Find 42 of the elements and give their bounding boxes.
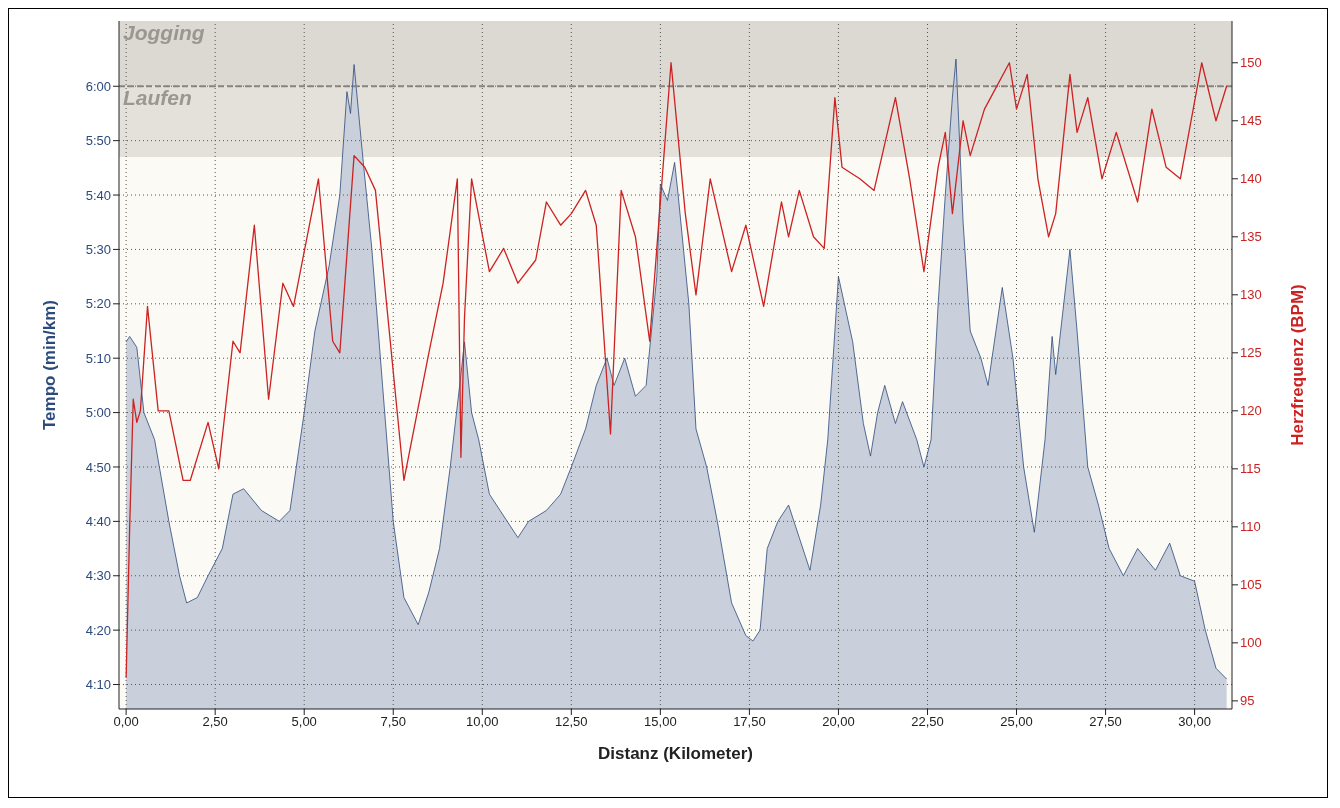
y-tick-label: 4:40	[85, 513, 111, 529]
y2-tick-label: 95	[1240, 693, 1255, 709]
y2-tick-label: 145	[1240, 113, 1262, 129]
y-tick-label: 5:40	[85, 187, 111, 203]
y2-tick-label: 110	[1240, 519, 1261, 535]
x-tick-label: 30,00	[1178, 714, 1211, 730]
y-tick-label: 5:20	[85, 296, 111, 312]
x-tick-label: 27,50	[1089, 714, 1122, 730]
y-tick-label: 5:10	[85, 350, 111, 366]
x-tick-label: 7,50	[380, 714, 406, 730]
x-tick-label: 12,50	[555, 714, 588, 730]
y-tick-label: 5:50	[85, 133, 111, 149]
y2-tick-label: 130	[1240, 287, 1262, 303]
y2-tick-label: 150	[1240, 55, 1262, 71]
y-axis-title: Tempo (min/km)	[40, 299, 60, 431]
y-tick-label: 4:20	[85, 622, 111, 638]
x-tick-label: 5,00	[291, 714, 317, 730]
y-tick-label: 4:50	[85, 459, 111, 475]
y-tick-label: 5:00	[85, 405, 111, 421]
y2-tick-label: 125	[1240, 345, 1262, 361]
x-tick-label: 10,00	[466, 714, 499, 730]
y-tick-label: 4:30	[85, 568, 111, 584]
x-axis-title: Distanz (Kilometer)	[598, 744, 753, 763]
y2-tick-label: 115	[1240, 461, 1261, 477]
band-label: Jogging	[123, 20, 205, 44]
y2-tick-label: 135	[1240, 229, 1262, 245]
band-label: Laufen	[123, 86, 192, 110]
x-tick-label: 22,50	[911, 714, 944, 730]
y2-tick-label: 120	[1240, 403, 1262, 419]
x-tick-label: 0,00	[113, 714, 139, 730]
x-tick-label: 2,50	[202, 714, 228, 730]
x-tick-label: 20,00	[822, 714, 855, 730]
y2-tick-label: 105	[1240, 577, 1262, 593]
x-tick-label: 15,00	[644, 714, 677, 730]
y-tick-label: 6:00	[85, 78, 111, 94]
y2-axis-title: Herzfrequenz (BPM)	[1288, 284, 1308, 446]
y-tick-label: 5:30	[85, 242, 111, 258]
y-tick-label: 4:10	[85, 677, 111, 693]
x-tick-label: 25,00	[1000, 714, 1033, 730]
y2-tick-label: 100	[1240, 635, 1262, 651]
y2-tick-label: 140	[1240, 171, 1262, 187]
x-tick-label: 17,50	[733, 714, 766, 730]
